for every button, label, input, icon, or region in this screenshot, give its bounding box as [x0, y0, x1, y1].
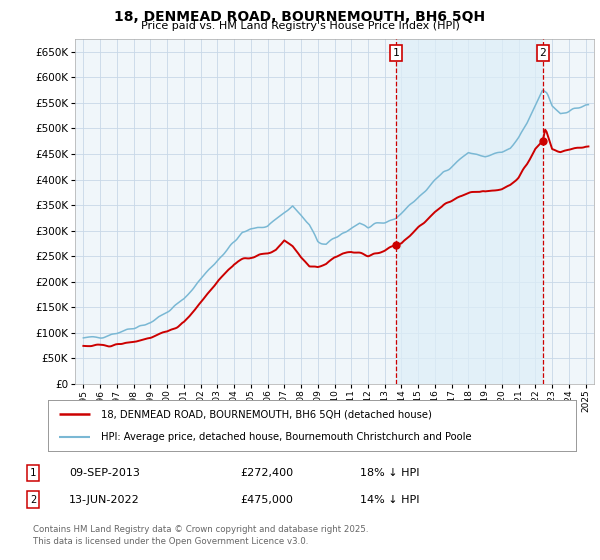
Text: 18% ↓ HPI: 18% ↓ HPI — [360, 468, 419, 478]
Text: 18, DENMEAD ROAD, BOURNEMOUTH, BH6 5QH: 18, DENMEAD ROAD, BOURNEMOUTH, BH6 5QH — [115, 10, 485, 24]
Text: 09-SEP-2013: 09-SEP-2013 — [69, 468, 140, 478]
Text: 2: 2 — [539, 48, 546, 58]
Text: 13-JUN-2022: 13-JUN-2022 — [69, 494, 140, 505]
Bar — [396, 39, 543, 384]
Text: Contains HM Land Registry data © Crown copyright and database right 2025.
This d: Contains HM Land Registry data © Crown c… — [33, 525, 368, 546]
Text: 14% ↓ HPI: 14% ↓ HPI — [360, 494, 419, 505]
Text: £272,400: £272,400 — [240, 468, 293, 478]
Text: £475,000: £475,000 — [240, 494, 293, 505]
Text: HPI: Average price, detached house, Bournemouth Christchurch and Poole: HPI: Average price, detached house, Bour… — [101, 432, 472, 442]
Text: 2: 2 — [30, 494, 36, 505]
Text: Price paid vs. HM Land Registry's House Price Index (HPI): Price paid vs. HM Land Registry's House … — [140, 21, 460, 31]
Text: 1: 1 — [393, 48, 400, 58]
Text: 1: 1 — [30, 468, 36, 478]
Text: 18, DENMEAD ROAD, BOURNEMOUTH, BH6 5QH (detached house): 18, DENMEAD ROAD, BOURNEMOUTH, BH6 5QH (… — [101, 409, 431, 419]
